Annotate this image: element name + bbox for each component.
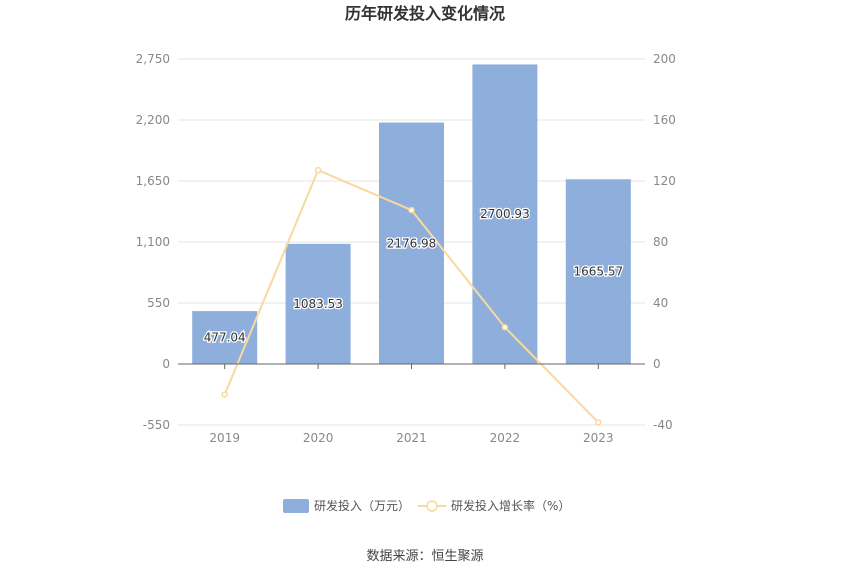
legend-line-label: 研发投入增长率（%）: [451, 498, 570, 513]
growth-point: [501, 323, 509, 331]
growth-point: [408, 206, 415, 214]
left-tick-label: 1,100: [136, 235, 170, 249]
right-tick-label: 40: [653, 296, 668, 310]
bar-value-label: 1665.57: [573, 265, 623, 279]
line-series: [221, 166, 602, 426]
left-axis: 2,750 2,200 1,650 1,100 550 0 -550: [136, 52, 170, 432]
right-tick-label: 120: [653, 174, 676, 188]
right-tick-label: -40: [653, 418, 673, 432]
chart-title: 历年研发投入变化情况: [345, 4, 505, 23]
growth-point: [221, 391, 228, 398]
legend-bar-swatch: [283, 499, 309, 513]
legend-line-marker: [426, 500, 438, 512]
right-tick-label: 160: [653, 113, 676, 127]
legend: 研发投入（万元） 研发投入增长率（%）: [283, 498, 570, 513]
bar: [379, 122, 444, 364]
right-tick-label: 200: [653, 52, 676, 66]
left-tick-label: 0: [162, 357, 170, 371]
left-tick-label: 550: [147, 296, 170, 310]
left-tick-label: 2,200: [136, 113, 170, 127]
x-tick-label: 2019: [209, 431, 240, 445]
right-axis: 200 160 120 80 40 0 -40: [653, 52, 676, 432]
right-tick-label: 80: [653, 235, 668, 249]
bar-series: [192, 64, 631, 364]
x-tick-label: 2020: [303, 431, 334, 445]
right-tick-label: 0: [653, 357, 661, 371]
bar-labels: 477.04 1083.53 2176.98 2700.93 1665.57: [202, 206, 624, 346]
left-tick-label: 2,750: [136, 52, 170, 66]
growth-point: [314, 166, 322, 174]
x-axis: 2019 2020 2021 2022 2023: [178, 363, 645, 445]
bar-value-label: 477.04: [204, 331, 246, 345]
bar-value-label: 1083.53: [293, 297, 343, 311]
bar: [472, 64, 538, 364]
x-tick-label: 2023: [583, 431, 614, 445]
source-note: 数据来源：恒生聚源: [366, 549, 483, 564]
legend-bar-label: 研发投入（万元）: [314, 498, 410, 513]
left-tick-label: -550: [143, 418, 170, 432]
bar: [192, 311, 258, 364]
x-tick-label: 2021: [396, 431, 427, 445]
x-tick-label: 2022: [490, 431, 521, 445]
left-tick-label: 1,650: [136, 174, 170, 188]
growth-point: [595, 419, 602, 426]
bar: [565, 179, 631, 364]
bar: [285, 243, 351, 364]
bar-value-label: 2176.98: [387, 236, 437, 250]
bar-value-label: 2700.93: [480, 207, 530, 221]
